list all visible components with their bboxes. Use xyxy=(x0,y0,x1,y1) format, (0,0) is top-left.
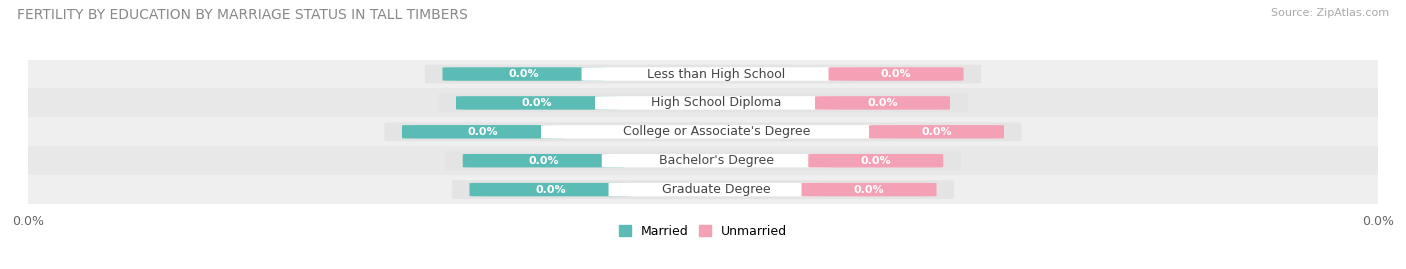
Text: 0.0%: 0.0% xyxy=(860,156,891,166)
FancyBboxPatch shape xyxy=(828,67,963,81)
Text: High School Diploma: High School Diploma xyxy=(651,96,782,109)
Text: College or Associate's Degree: College or Associate's Degree xyxy=(623,125,810,138)
FancyBboxPatch shape xyxy=(602,154,831,167)
FancyBboxPatch shape xyxy=(439,93,967,112)
FancyBboxPatch shape xyxy=(470,183,631,196)
FancyBboxPatch shape xyxy=(463,154,624,167)
FancyBboxPatch shape xyxy=(541,125,891,139)
Text: 0.0%: 0.0% xyxy=(522,98,553,108)
Bar xyxy=(28,175,1378,204)
FancyBboxPatch shape xyxy=(808,154,943,167)
Legend: Married, Unmarried: Married, Unmarried xyxy=(619,225,787,238)
Text: Source: ZipAtlas.com: Source: ZipAtlas.com xyxy=(1271,8,1389,18)
Text: FERTILITY BY EDUCATION BY MARRIAGE STATUS IN TALL TIMBERS: FERTILITY BY EDUCATION BY MARRIAGE STATU… xyxy=(17,8,468,22)
Text: 0.0%: 0.0% xyxy=(536,185,565,194)
Bar xyxy=(28,117,1378,146)
FancyBboxPatch shape xyxy=(443,67,605,81)
FancyBboxPatch shape xyxy=(801,183,936,196)
Bar xyxy=(28,89,1378,117)
FancyBboxPatch shape xyxy=(582,67,852,81)
Text: 0.0%: 0.0% xyxy=(880,69,911,79)
FancyBboxPatch shape xyxy=(402,125,564,139)
FancyBboxPatch shape xyxy=(595,96,838,110)
FancyBboxPatch shape xyxy=(451,180,955,199)
FancyBboxPatch shape xyxy=(815,96,950,110)
Text: 0.0%: 0.0% xyxy=(508,69,538,79)
FancyBboxPatch shape xyxy=(446,151,960,170)
Text: Less than High School: Less than High School xyxy=(647,68,786,80)
Text: 0.0%: 0.0% xyxy=(853,185,884,194)
Text: 0.0%: 0.0% xyxy=(468,127,498,137)
FancyBboxPatch shape xyxy=(869,125,1004,139)
FancyBboxPatch shape xyxy=(456,96,619,110)
Text: Bachelor's Degree: Bachelor's Degree xyxy=(659,154,773,167)
Bar xyxy=(28,146,1378,175)
Text: 0.0%: 0.0% xyxy=(868,98,898,108)
FancyBboxPatch shape xyxy=(384,122,1022,141)
Text: 0.0%: 0.0% xyxy=(529,156,560,166)
Text: Graduate Degree: Graduate Degree xyxy=(662,183,770,196)
FancyBboxPatch shape xyxy=(425,65,981,83)
Bar xyxy=(28,59,1378,89)
FancyBboxPatch shape xyxy=(609,183,824,196)
Text: 0.0%: 0.0% xyxy=(921,127,952,137)
